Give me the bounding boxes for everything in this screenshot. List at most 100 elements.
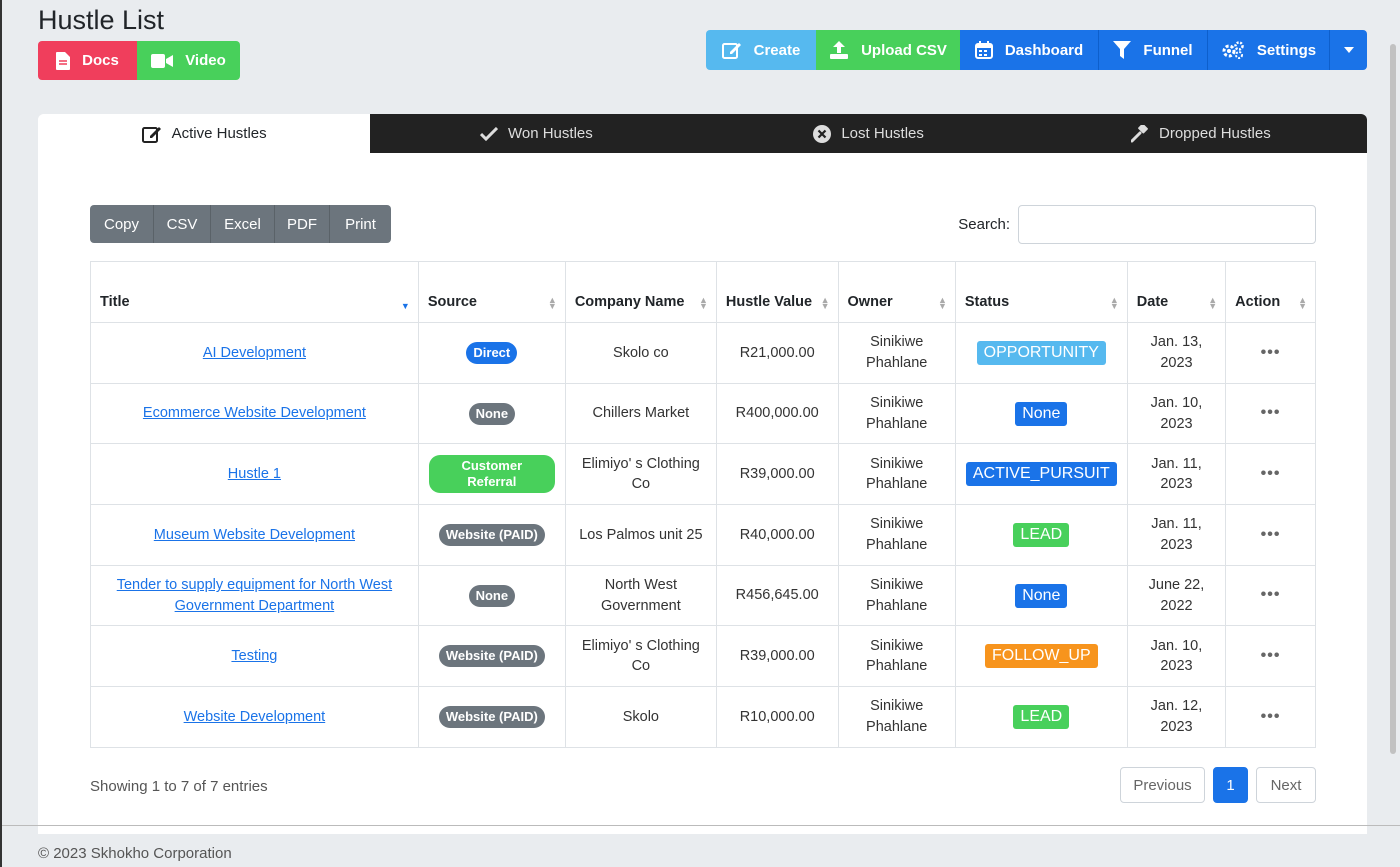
cell-owner: Sinikiwe Phahlane (837, 322, 956, 384)
tab-lost-hustles[interactable]: Lost Hustles (702, 114, 1035, 153)
video-camera-icon (151, 53, 174, 68)
hustle-tabs: Active Hustles Won Hustles Lost Hustles … (38, 114, 1367, 153)
status-badge: None (1015, 401, 1068, 426)
header-label: Title (100, 294, 130, 310)
table-body: AI Development Direct Skolo co R21,000.00 Si… (90, 322, 1316, 748)
csv-button[interactable]: CSV (154, 205, 211, 243)
video-label: Video (185, 52, 226, 69)
cell-owner: Sinikiwe Phahlane (837, 564, 956, 627)
status-badge: LEAD (1013, 704, 1070, 729)
column-header-date[interactable]: Date ▲ ▼ (1126, 261, 1227, 323)
cell-source: Customer Referral (417, 443, 566, 506)
dashboard-button[interactable]: Dashboard (960, 30, 1099, 70)
copy-button[interactable]: Copy (90, 205, 154, 243)
tab-label: Active Hustles (171, 125, 267, 142)
table-row: AI Development Direct Skolo co R21,000.00 Si… (90, 322, 1316, 384)
more-actions-icon[interactable]: ••• (1260, 525, 1281, 543)
status-badge: OPPORTUNITY (976, 340, 1106, 365)
cell-title: Testing (90, 625, 419, 688)
column-header-title[interactable]: Title ▼ (90, 261, 419, 323)
dashboard-label: Dashboard (1004, 41, 1084, 59)
table-row: Testing Website (PAID) Elimiyo' s Clothing… (90, 625, 1316, 688)
cell-status: OPPORTUNITY (954, 322, 1128, 384)
cell-status: ACTIVE_PURSUIT (954, 443, 1128, 506)
column-header-value[interactable]: Hustle Value ▲ ▼ (715, 261, 839, 323)
status-badge: FOLLOW_UP (984, 644, 1098, 669)
hustle-title-link[interactable]: Tender to supply equipment for North Wes… (116, 577, 393, 614)
column-header-source[interactable]: Source ▲ ▼ (417, 261, 566, 323)
source-badge: Website (PAID) (438, 523, 545, 546)
cell-company: Chillers Market (564, 382, 717, 445)
cell-date: Jan. 12, 2023 (1126, 686, 1227, 748)
cell-date: Jan. 10, 2023 (1126, 625, 1227, 688)
check-icon (479, 126, 498, 141)
settings-button[interactable]: Settings (1208, 30, 1330, 70)
settings-dropdown-toggle[interactable] (1330, 30, 1367, 70)
search-label: Search: (958, 216, 1010, 233)
cell-action: ••• (1225, 686, 1316, 748)
edit-icon (721, 43, 741, 59)
status-badge: ACTIVE_PURSUIT (965, 462, 1117, 487)
hustle-title-link[interactable]: Museum Website Development (153, 526, 356, 543)
cell-value: R456,645.00 (715, 564, 839, 627)
hustle-title-link[interactable]: Testing (231, 648, 278, 665)
hustles-card: Active Hustles Won Hustles Lost Hustles … (38, 114, 1367, 834)
video-button[interactable]: Video (137, 41, 240, 80)
create-button[interactable]: Create (706, 30, 816, 70)
print-button[interactable]: Print (330, 205, 391, 243)
source-badge: Customer Referral (428, 455, 555, 494)
column-header-status[interactable]: Status ▲ ▼ (954, 261, 1128, 323)
upload-icon (830, 41, 849, 59)
cell-date: Jan. 10, 2023 (1126, 382, 1227, 445)
sort-icon: ▲ ▼ (1109, 295, 1119, 311)
more-actions-icon[interactable]: ••• (1260, 707, 1281, 725)
cell-value: R400,000.00 (715, 382, 839, 445)
cell-status: LEAD (954, 686, 1128, 748)
funnel-icon (1113, 41, 1132, 59)
next-page-button[interactable]: Next (1256, 767, 1316, 803)
hustle-title-link[interactable]: Ecommerce Website Development (142, 405, 366, 422)
column-header-company[interactable]: Company Name ▲ ▼ (564, 261, 717, 323)
hustle-title-link[interactable]: Hustle 1 (227, 465, 281, 482)
sort-icon: ▲ ▼ (698, 295, 708, 311)
header-label: Owner (847, 294, 893, 310)
previous-page-button[interactable]: Previous (1120, 767, 1205, 803)
hustle-title-link[interactable]: Website Development (183, 708, 326, 725)
x-circle-icon (813, 124, 832, 143)
header-label: Source (427, 294, 477, 310)
more-actions-icon[interactable]: ••• (1260, 343, 1281, 361)
cell-action: ••• (1225, 443, 1316, 506)
more-actions-icon[interactable]: ••• (1260, 464, 1281, 482)
more-actions-icon[interactable]: ••• (1260, 586, 1281, 604)
upload-csv-button[interactable]: Upload CSV (816, 30, 960, 70)
cell-action: ••• (1225, 382, 1316, 445)
cell-source: Website (PAID) (417, 504, 566, 566)
more-actions-icon[interactable]: ••• (1260, 404, 1281, 422)
cell-title: Museum Website Development (90, 504, 419, 566)
more-actions-icon[interactable]: ••• (1260, 647, 1281, 665)
source-badge: Website (PAID) (438, 645, 545, 668)
cell-company: Elimiyo' s Clothing Co (564, 443, 717, 506)
vertical-scrollbar[interactable] (1390, 44, 1396, 754)
docs-button[interactable]: Docs (38, 41, 137, 80)
cell-status: LEAD (954, 504, 1128, 566)
cell-date: Jan. 13, 2023 (1126, 322, 1227, 384)
tab-won-hustles[interactable]: Won Hustles (370, 114, 703, 153)
pdf-button[interactable]: PDF (275, 205, 330, 243)
cell-owner: Sinikiwe Phahlane (837, 382, 956, 445)
tab-active-hustles[interactable]: Active Hustles (38, 114, 371, 153)
column-header-action[interactable]: Action ▲ ▼ (1225, 261, 1316, 323)
search-input[interactable] (1018, 205, 1316, 244)
upload-label: Upload CSV (861, 41, 947, 59)
excel-button[interactable]: Excel (211, 205, 275, 243)
hustle-title-link[interactable]: AI Development (202, 344, 306, 361)
tab-dropped-hustles[interactable]: Dropped Hustles (1034, 114, 1367, 153)
header-label: Date (1136, 294, 1169, 310)
funnel-button[interactable]: Funnel (1099, 30, 1208, 70)
page-1-button[interactable]: 1 (1213, 767, 1248, 803)
cell-title: Tender to supply equipment for North Wes… (90, 564, 419, 627)
sort-icon: ▲ ▼ (1298, 295, 1307, 311)
column-header-owner[interactable]: Owner ▲ ▼ (837, 261, 956, 323)
table-row: Website Development Website (PAID) Skolo R1… (90, 686, 1316, 748)
export-button-group: Copy CSV Excel PDF Print (90, 205, 391, 243)
